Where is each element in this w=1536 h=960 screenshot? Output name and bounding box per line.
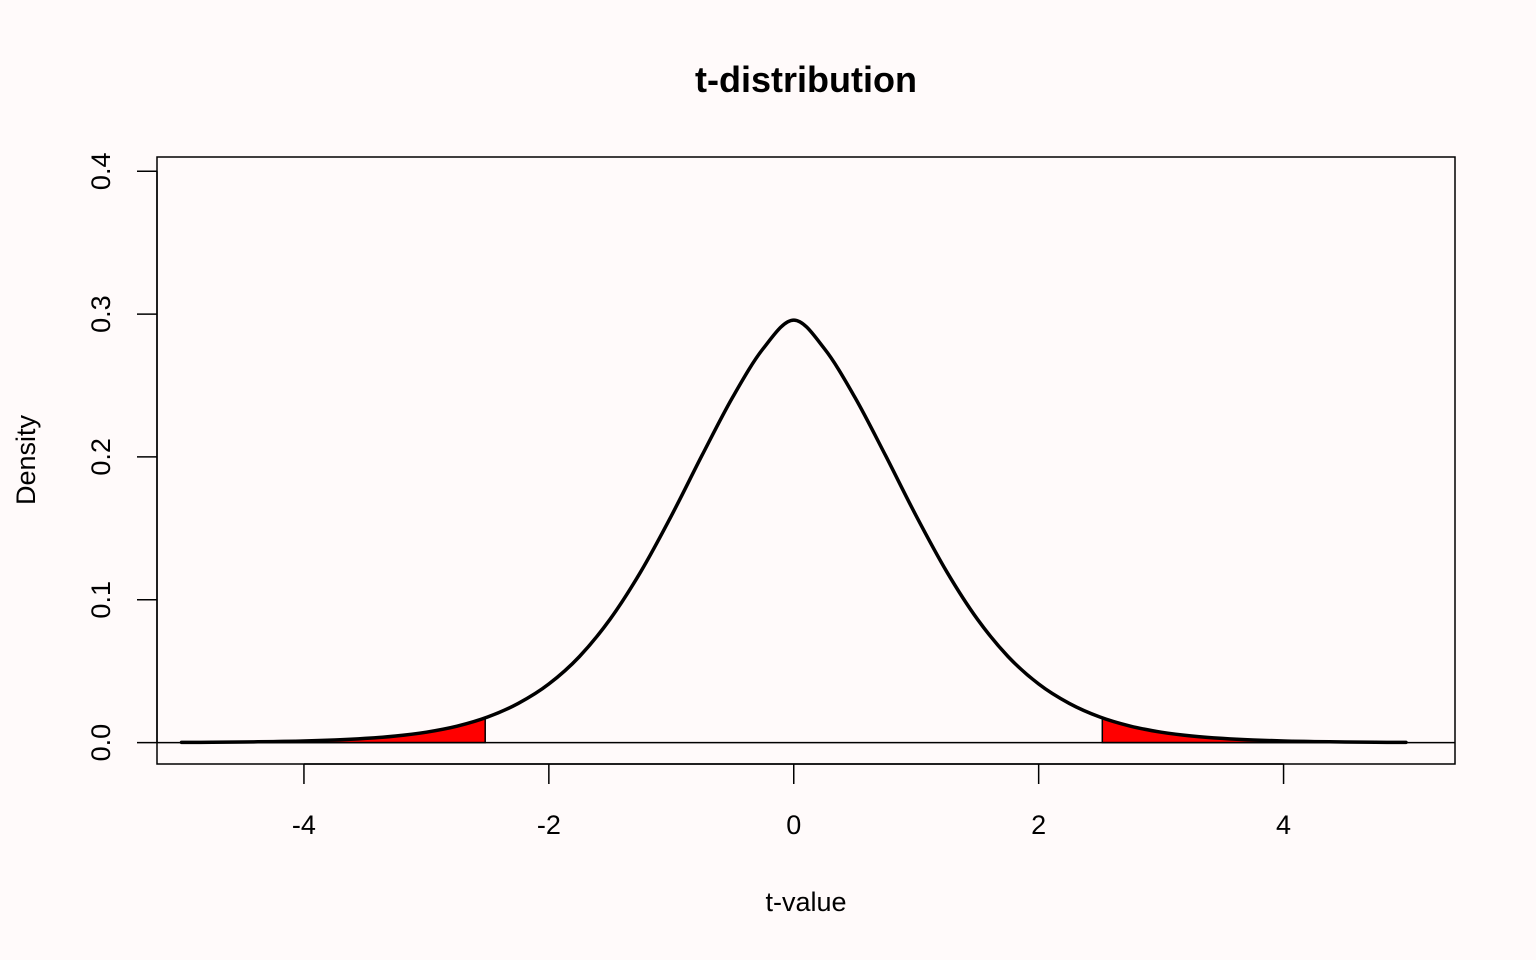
x-tick-label: -4 bbox=[292, 810, 316, 840]
x-tick-label: 4 bbox=[1276, 810, 1291, 840]
density-curve-layer bbox=[179, 318, 1408, 745]
y-axis-label: Density bbox=[11, 414, 41, 505]
chart-title: t-distribution bbox=[695, 59, 917, 100]
density-curve bbox=[179, 318, 1408, 745]
plot-frame bbox=[156, 156, 1456, 765]
y-tick-label: 0.2 bbox=[86, 438, 116, 476]
x-axis: -4 -2 0 2 4 bbox=[292, 763, 1291, 840]
y-tick-label: 0.4 bbox=[86, 153, 116, 191]
y-tick-label: 0.3 bbox=[86, 295, 116, 333]
x-axis-label: t-value bbox=[765, 887, 846, 917]
y-tick-label: 0.1 bbox=[86, 581, 116, 619]
x-tick-label: 0 bbox=[786, 810, 801, 840]
y-tick-label: 0.0 bbox=[86, 724, 116, 762]
x-tick-label: 2 bbox=[1031, 810, 1046, 840]
y-axis: 0.0 0.1 0.2 0.3 0.4 bbox=[86, 153, 158, 762]
x-tick-label: -2 bbox=[537, 810, 561, 840]
